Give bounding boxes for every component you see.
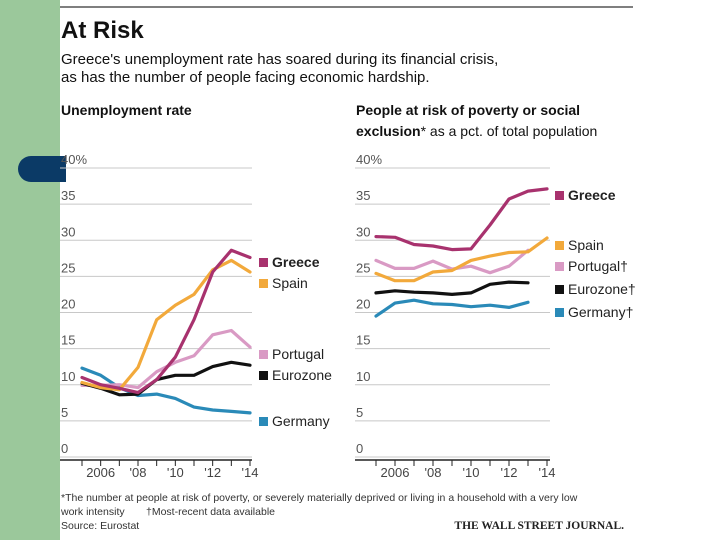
- left-x-tick-label: 2006: [86, 465, 115, 480]
- chart-subtitle-line2: as has the number of people facing econo…: [61, 69, 430, 86]
- right-legend-label-portugal: Portugal†: [568, 258, 628, 274]
- left-y-tick-label: 5: [61, 405, 68, 420]
- right-panel-title-line1: People at risk of poverty or social: [356, 102, 580, 118]
- left-x-tick-label: '14: [242, 465, 259, 480]
- right-series-line-germany: [376, 300, 528, 316]
- chart-figure: At Risk Greece's unemployment rate has s…: [0, 0, 720, 540]
- left-y-tick-label: 20: [61, 297, 75, 312]
- left-y-tick-label: 30: [61, 224, 75, 239]
- left-y-tick-label: 40%: [61, 152, 87, 167]
- right-y-tick-label: 0: [356, 441, 363, 456]
- right-legend-label-greece: Greece: [568, 187, 616, 203]
- right-x-tick-label: 2006: [381, 465, 410, 480]
- right-y-tick-label: 25: [356, 260, 370, 275]
- right-y-tick-label: 40%: [356, 152, 382, 167]
- left-panel-title: Unemployment rate: [61, 102, 192, 118]
- chart-title: At Risk: [61, 17, 144, 44]
- right-legend-label-spain: Spain: [568, 237, 604, 253]
- left-x-tick-label: '08: [130, 465, 147, 480]
- left-y-tick-label: 25: [61, 260, 75, 275]
- footnote-line1: *The number at people at risk of poverty…: [61, 492, 578, 504]
- right-x-tick-label: '10: [463, 465, 480, 480]
- right-x-tick-label: '14: [539, 465, 556, 480]
- right-legend-swatch-greece: [555, 191, 564, 200]
- left-legend-swatch-spain: [259, 279, 268, 288]
- right-panel-title-rest: * as a pct. of total population: [421, 123, 598, 139]
- left-chart-panel: 40% 35 30 25 20 15 10 5 0 2006 '08 '10 '12 '14 Greece S…: [60, 152, 332, 480]
- left-legend-label-greece: Greece: [272, 254, 320, 270]
- left-x-tick-label: '12: [204, 465, 221, 480]
- left-legend-swatch-germany: [259, 417, 268, 426]
- left-legend-swatch-portugal: [259, 350, 268, 359]
- right-series-line-eurozone: [376, 282, 528, 294]
- right-y-tick-label: 15: [356, 333, 370, 348]
- right-series-line-spain: [376, 238, 547, 281]
- left-legend-swatch-greece: [259, 258, 268, 267]
- left-legend-label-portugal: Portugal: [272, 346, 324, 362]
- right-panel-title-line2: exclusion* as a pct. of total population: [356, 123, 597, 139]
- right-legend-swatch-eurozone: [555, 285, 564, 294]
- right-y-tick-label: 35: [356, 188, 370, 203]
- left-y-tick-label: 15: [61, 333, 75, 348]
- right-legend-label-germany: Germany†: [568, 304, 633, 320]
- right-legend-swatch-germany: [555, 308, 564, 317]
- left-y-tick-label: 0: [61, 441, 68, 456]
- right-y-tick-label: 10: [356, 369, 370, 384]
- right-x-tick-label: '12: [501, 465, 518, 480]
- left-legend-swatch-eurozone: [259, 371, 268, 380]
- footnote-source: Source: Eurostat: [61, 520, 139, 532]
- chart-subtitle-line1: Greece's unemployment rate has soared du…: [61, 51, 498, 68]
- left-legend-label-germany: Germany: [272, 413, 330, 429]
- left-series-line-greece: [82, 250, 250, 392]
- right-x-tick-label: '08: [425, 465, 442, 480]
- footnote-line2a: work intensity: [60, 506, 125, 518]
- right-legend-swatch-spain: [555, 241, 564, 250]
- left-y-tick-label: 35: [61, 188, 75, 203]
- left-legend-label-eurozone: Eurozone: [272, 367, 332, 383]
- left-y-tick-label: 10: [61, 369, 75, 384]
- right-y-tick-label: 30: [356, 224, 370, 239]
- publisher-mark: THE WALL STREET JOURNAL.: [454, 520, 624, 532]
- left-legend-label-spain: Spain: [272, 275, 308, 291]
- right-y-tick-label: 20: [356, 297, 370, 312]
- right-legend-label-eurozone: Eurozone†: [568, 281, 636, 297]
- left-x-tick-label: '10: [167, 465, 184, 480]
- right-y-tick-label: 5: [356, 405, 363, 420]
- right-panel-title-bold: exclusion: [356, 123, 421, 139]
- right-chart-panel: 40% 35 30 25 20 15 10 5 0 2006 '08 '10 '12 '14 Greece S…: [355, 152, 636, 480]
- right-legend-swatch-portugal: [555, 262, 564, 271]
- footnote-line2b: †Most-recent data available: [146, 506, 275, 518]
